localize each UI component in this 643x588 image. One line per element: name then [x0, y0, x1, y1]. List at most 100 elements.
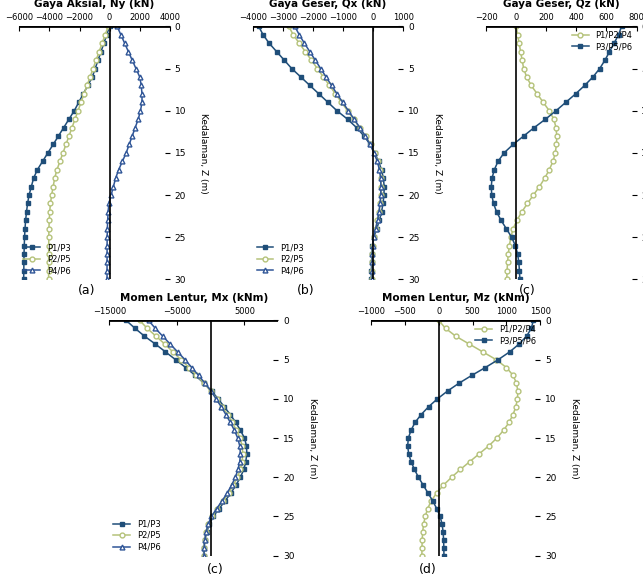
P1/P2/P4	[421, 513, 429, 520]
P2/P5	[59, 149, 67, 156]
P2/P5	[239, 442, 246, 449]
P2/P5	[101, 31, 109, 38]
P4/P6	[231, 474, 239, 481]
P3/P5/P6	[440, 544, 448, 552]
P1/P3	[352, 124, 360, 131]
P4/P6	[104, 250, 111, 258]
P3/P5/P6	[500, 149, 508, 156]
P1/P3	[84, 82, 92, 89]
P4/P6	[230, 427, 238, 434]
P3/P5/P6	[515, 259, 523, 266]
P1/P3	[379, 175, 387, 182]
P3/P5/P6	[491, 166, 498, 173]
P1/P2/P4	[420, 521, 428, 528]
P1/P2/P4	[518, 56, 526, 64]
P1/P3	[214, 395, 222, 402]
P1/P3	[172, 356, 179, 363]
P4/P6	[217, 403, 225, 410]
P1/P3	[377, 166, 385, 173]
Text: (a): (a)	[78, 284, 96, 297]
P1/P2/P4	[440, 482, 448, 489]
P1/P2/P4	[500, 427, 507, 434]
P2/P5	[152, 333, 160, 340]
P1/P2/P4	[493, 435, 501, 442]
P2/P5	[239, 458, 246, 465]
P1/P3	[201, 536, 209, 543]
P1/P2/P4	[418, 544, 426, 552]
P2/P5	[45, 242, 53, 249]
P3/P5/P6	[493, 208, 500, 215]
P1/P2/P4	[514, 31, 521, 38]
P1/P2/P4	[541, 175, 548, 182]
P1/P3	[221, 497, 229, 505]
P3/P5/P6	[407, 427, 415, 434]
Line: P1/P2/P4: P1/P2/P4	[504, 24, 559, 282]
Line: P1/P2/P4: P1/P2/P4	[419, 318, 520, 558]
P2/P5	[161, 340, 168, 348]
P2/P5	[374, 217, 381, 224]
P2/P5	[320, 74, 327, 81]
P4/P6	[138, 99, 146, 106]
P2/P5	[233, 427, 240, 434]
P2/P5	[62, 141, 70, 148]
P1/P3	[367, 276, 375, 283]
P2/P5	[202, 529, 210, 536]
P1/P3	[203, 529, 210, 536]
P2/P5	[177, 356, 185, 363]
P2/P5	[289, 31, 297, 38]
P2/P5	[51, 175, 59, 182]
Line: P4/P6: P4/P6	[146, 318, 243, 558]
P4/P6	[345, 107, 352, 114]
P4/P6	[113, 23, 121, 30]
P1/P3	[182, 364, 190, 371]
P3/P5/P6	[444, 387, 451, 395]
P1/P2/P4	[512, 380, 520, 387]
P3/P5/P6	[520, 132, 527, 139]
Text: (b): (b)	[296, 284, 314, 297]
P2/P5	[219, 403, 226, 410]
P1/P2/P4	[505, 419, 513, 426]
P2/P5	[45, 233, 53, 240]
P4/P6	[228, 482, 235, 489]
P4/P6	[104, 208, 112, 215]
P2/P5	[65, 132, 73, 139]
P2/P5	[302, 48, 309, 55]
P4/P6	[208, 513, 215, 520]
Text: (c): (c)	[519, 284, 536, 297]
P1/P2/P4	[509, 372, 517, 379]
P4/P6	[138, 91, 146, 98]
P1/P3	[379, 200, 387, 207]
P3/P5/P6	[508, 233, 516, 240]
P2/P5	[376, 200, 384, 207]
P2/P5	[377, 192, 385, 199]
P2/P5	[200, 544, 208, 552]
P2/P5	[207, 387, 215, 395]
P2/P5	[370, 233, 377, 240]
P1/P3	[306, 82, 314, 89]
P3/P5/P6	[581, 82, 588, 89]
P3/P5/P6	[455, 380, 463, 387]
P1/P3	[89, 74, 96, 81]
P4/P6	[237, 450, 244, 457]
P2/P5	[325, 82, 333, 89]
P1/P3	[23, 208, 30, 215]
P1/P2/P4	[475, 450, 483, 457]
P2/P5	[74, 107, 82, 114]
P1/P2/P4	[493, 356, 500, 363]
P3/P5/P6	[610, 40, 618, 47]
P1/P3	[240, 466, 248, 473]
P4/P6	[103, 259, 111, 266]
P3/P5/P6	[417, 411, 425, 418]
P4/P6	[167, 340, 174, 348]
P2/P5	[377, 183, 385, 190]
P1/P3	[232, 482, 240, 489]
P4/P6	[376, 200, 384, 207]
P4/P6	[311, 56, 319, 64]
P2/P5	[169, 348, 177, 355]
P4/P6	[374, 158, 381, 165]
P2/P5	[362, 132, 370, 139]
P1/P2/P4	[418, 552, 426, 559]
P2/P5	[208, 513, 216, 520]
P1/P3	[376, 217, 383, 224]
P4/P6	[131, 124, 139, 131]
